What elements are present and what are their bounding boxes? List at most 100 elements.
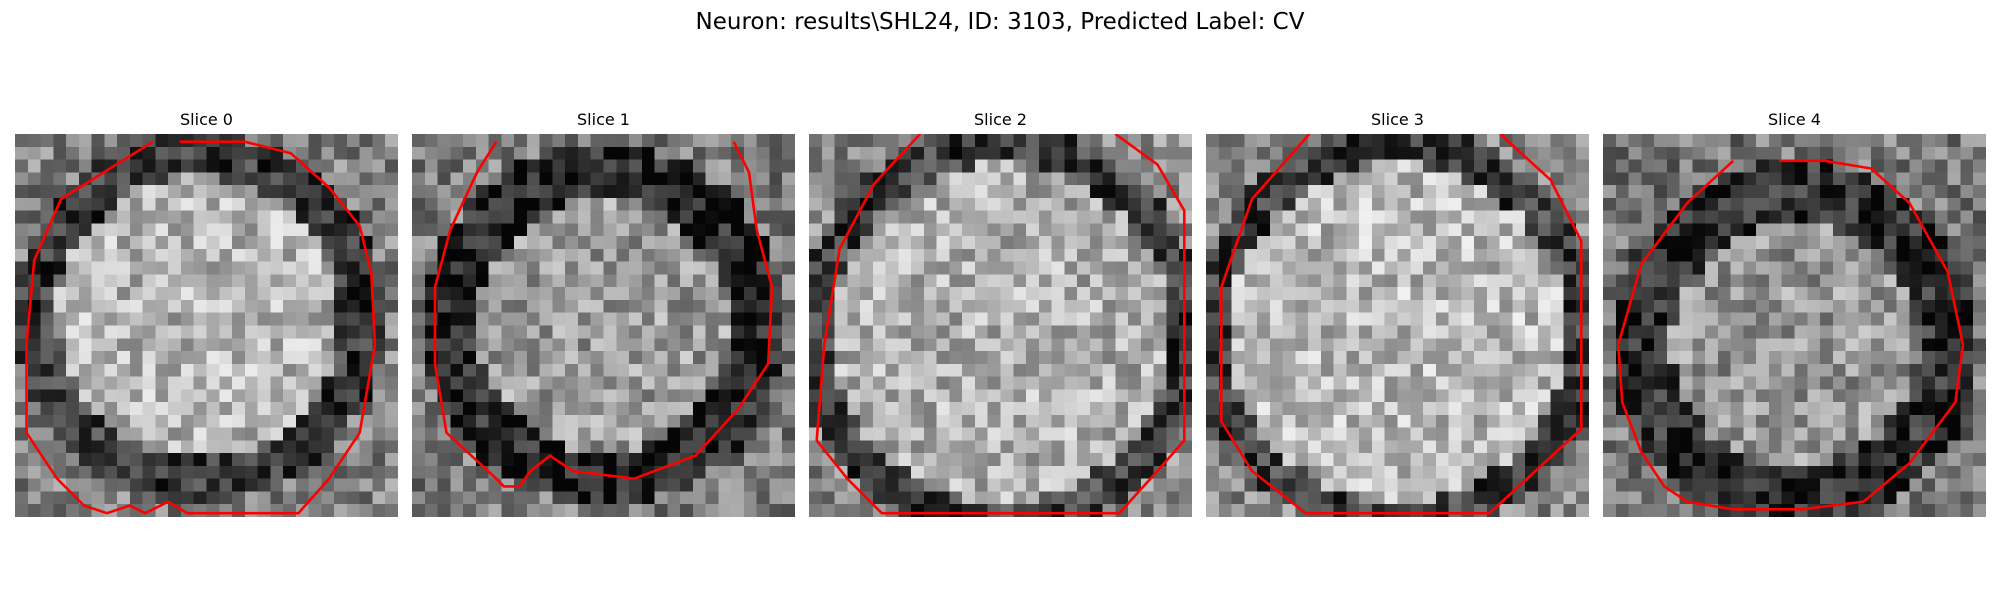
image-pixel <box>629 236 643 250</box>
image-pixel <box>1269 440 1284 454</box>
image-pixel <box>1013 389 1027 403</box>
image-pixel <box>117 465 131 480</box>
image-pixel <box>923 338 938 352</box>
image-pixel <box>1781 312 1796 327</box>
image-pixel <box>1179 338 1192 352</box>
image-pixel <box>66 210 80 224</box>
image-pixel <box>1064 325 1078 339</box>
image-pixel <box>321 134 335 148</box>
image-pixel <box>680 134 694 148</box>
image-pixel <box>66 427 80 441</box>
image-pixel <box>1717 338 1732 352</box>
image-pixel <box>1371 504 1386 517</box>
image-pixel <box>1730 427 1745 441</box>
image-pixel <box>872 159 887 173</box>
image-pixel <box>1064 185 1078 199</box>
image-pixel <box>616 299 630 314</box>
image-pixel <box>463 402 477 416</box>
image-pixel <box>359 172 374 186</box>
image-pixel <box>450 312 464 327</box>
image-pixel <box>1705 261 1719 276</box>
image-pixel <box>1423 402 1437 416</box>
image-pixel <box>1179 402 1192 416</box>
image-pixel <box>334 261 348 276</box>
image-pixel <box>1423 453 1437 467</box>
image-pixel <box>1781 414 1796 429</box>
image-pixel <box>1384 440 1399 454</box>
image-pixel <box>526 376 541 390</box>
image-pixel <box>1474 274 1488 288</box>
image-pixel <box>129 351 144 365</box>
image-pixel <box>949 287 963 301</box>
image-pixel <box>962 338 976 352</box>
image-pixel <box>1140 312 1155 327</box>
image-pixel <box>974 465 989 480</box>
image-pixel <box>1654 491 1668 505</box>
image-pixel <box>1743 402 1757 416</box>
image-pixel <box>1257 453 1271 467</box>
image-pixel <box>911 427 925 441</box>
image-pixel <box>1666 453 1681 467</box>
image-pixel <box>565 440 579 454</box>
image-pixel <box>1654 440 1668 454</box>
image-pixel <box>718 427 732 441</box>
image-pixel <box>129 465 144 480</box>
image-pixel <box>295 172 310 186</box>
image-pixel <box>1499 146 1513 161</box>
image-pixel <box>1692 351 1706 365</box>
image-pixel <box>1768 261 1783 276</box>
image-pixel <box>1231 414 1245 429</box>
image-pixel <box>412 414 426 429</box>
image-pixel <box>1947 261 1962 276</box>
image-pixel <box>1525 197 1539 212</box>
image-pixel <box>1692 287 1706 301</box>
image-pixel <box>974 338 989 352</box>
image-pixel <box>168 248 182 263</box>
image-pixel <box>359 478 374 493</box>
image-pixel <box>206 172 220 186</box>
image-pixel <box>1717 223 1732 237</box>
image-pixel <box>641 325 656 339</box>
image-pixel <box>692 146 707 161</box>
image-pixel <box>769 465 783 480</box>
image-pixel <box>898 299 912 314</box>
image-pixel <box>885 325 899 339</box>
image-pixel <box>1756 312 1770 327</box>
image-pixel <box>219 478 233 493</box>
image-pixel <box>270 210 284 224</box>
image-pixel <box>1563 376 1577 390</box>
image-pixel <box>1423 261 1437 276</box>
image-pixel <box>180 223 195 237</box>
image-pixel <box>193 197 208 212</box>
image-pixel <box>1947 146 1962 161</box>
image-pixel <box>283 185 297 199</box>
image-pixel <box>1295 402 1309 416</box>
image-pixel <box>1883 440 1898 454</box>
image-pixel <box>1947 210 1962 224</box>
image-pixel <box>219 376 233 390</box>
image-pixel <box>257 261 271 276</box>
image-pixel <box>936 197 951 212</box>
image-pixel <box>1461 210 1475 224</box>
image-pixel <box>885 478 899 493</box>
image-pixel <box>1115 376 1129 390</box>
image-pixel <box>1077 236 1091 250</box>
image-pixel <box>539 223 554 237</box>
image-pixel <box>1089 261 1104 276</box>
image-pixel <box>667 312 681 327</box>
image-pixel <box>731 236 745 250</box>
image-pixel <box>232 197 246 212</box>
image-pixel <box>1013 376 1027 390</box>
image-pixel <box>1166 299 1180 314</box>
image-pixel <box>974 478 989 493</box>
image-pixel <box>1231 478 1245 493</box>
image-pixel <box>283 172 297 186</box>
image-pixel <box>450 414 464 429</box>
image-pixel <box>1563 134 1577 148</box>
image-pixel <box>1115 351 1129 365</box>
image-pixel <box>1206 402 1220 416</box>
image-pixel <box>142 197 157 212</box>
image-pixel <box>142 440 157 454</box>
image-pixel <box>1295 491 1309 505</box>
image-pixel <box>168 465 182 480</box>
